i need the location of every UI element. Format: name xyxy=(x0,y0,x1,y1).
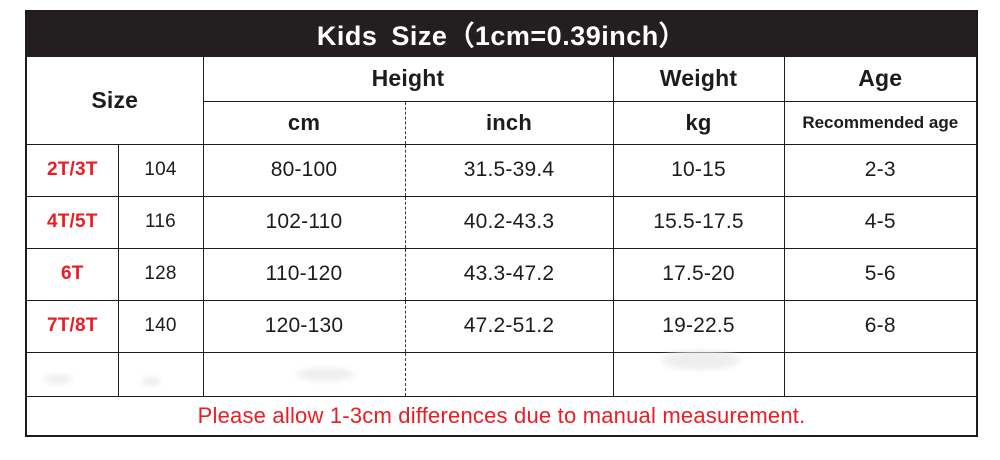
empty-cell xyxy=(25,351,119,397)
height-inch: 40.2-43.3 xyxy=(404,195,614,249)
size-label: 6T xyxy=(25,247,119,301)
table-row: 6T 128 110-120 43.3-47.2 17.5-20 5-6 xyxy=(25,247,978,301)
table-row: 4T/5T 116 102-110 40.2-43.3 15.5-17.5 4-… xyxy=(25,195,978,249)
header-height: Height xyxy=(202,55,614,102)
height-inch: 31.5-39.4 xyxy=(404,143,614,197)
smudge-mark xyxy=(44,374,72,384)
height-cm: 102-110 xyxy=(202,195,406,249)
size-cm: 104 xyxy=(117,143,204,197)
smudge-mark xyxy=(662,350,740,370)
header-recommended-age: Recommended age xyxy=(783,100,978,145)
empty-row xyxy=(25,351,978,397)
weight-kg: 10-15 xyxy=(612,143,785,197)
age-range: 5-6 xyxy=(783,247,978,301)
size-cm: 128 xyxy=(117,247,204,301)
size-label: 4T/5T xyxy=(25,195,119,249)
height-cm: 80-100 xyxy=(202,143,406,197)
height-cm: 120-130 xyxy=(202,299,406,353)
empty-cell xyxy=(783,351,978,397)
table-row: 2T/3T 104 80-100 31.5-39.4 10-15 2-3 xyxy=(25,143,978,197)
header-weight: Weight xyxy=(612,55,785,102)
age-range: 2-3 xyxy=(783,143,978,197)
empty-cell xyxy=(117,351,204,397)
height-inch: 47.2-51.2 xyxy=(404,299,614,353)
header-inch: inch xyxy=(404,100,614,145)
table-title: Kids Size（1cm=0.39inch） xyxy=(25,10,978,57)
smudge-mark xyxy=(141,377,161,386)
header-age: Age xyxy=(783,55,978,102)
header-cm: cm xyxy=(202,100,406,145)
header-kg: kg xyxy=(612,100,785,145)
height-cm: 110-120 xyxy=(202,247,406,301)
size-cm: 116 xyxy=(117,195,204,249)
weight-kg: 15.5-17.5 xyxy=(612,195,785,249)
age-range: 6-8 xyxy=(783,299,978,353)
empty-cell xyxy=(404,351,614,397)
size-cm: 140 xyxy=(117,299,204,353)
header-size: Size xyxy=(25,55,204,145)
kids-size-table: Kids Size（1cm=0.39inch） Size Height Weig… xyxy=(25,10,979,437)
weight-kg: 17.5-20 xyxy=(612,247,785,301)
age-range: 4-5 xyxy=(783,195,978,249)
size-label: 7T/8T xyxy=(25,299,119,353)
size-label: 2T/3T xyxy=(25,143,119,197)
weight-kg: 19-22.5 xyxy=(612,299,785,353)
table-row: 7T/8T 140 120-130 47.2-51.2 19-22.5 6-8 xyxy=(25,299,978,353)
height-inch: 43.3-47.2 xyxy=(404,247,614,301)
smudge-mark xyxy=(296,368,354,381)
measurement-note: Please allow 1-3cm differences due to ma… xyxy=(25,395,978,437)
